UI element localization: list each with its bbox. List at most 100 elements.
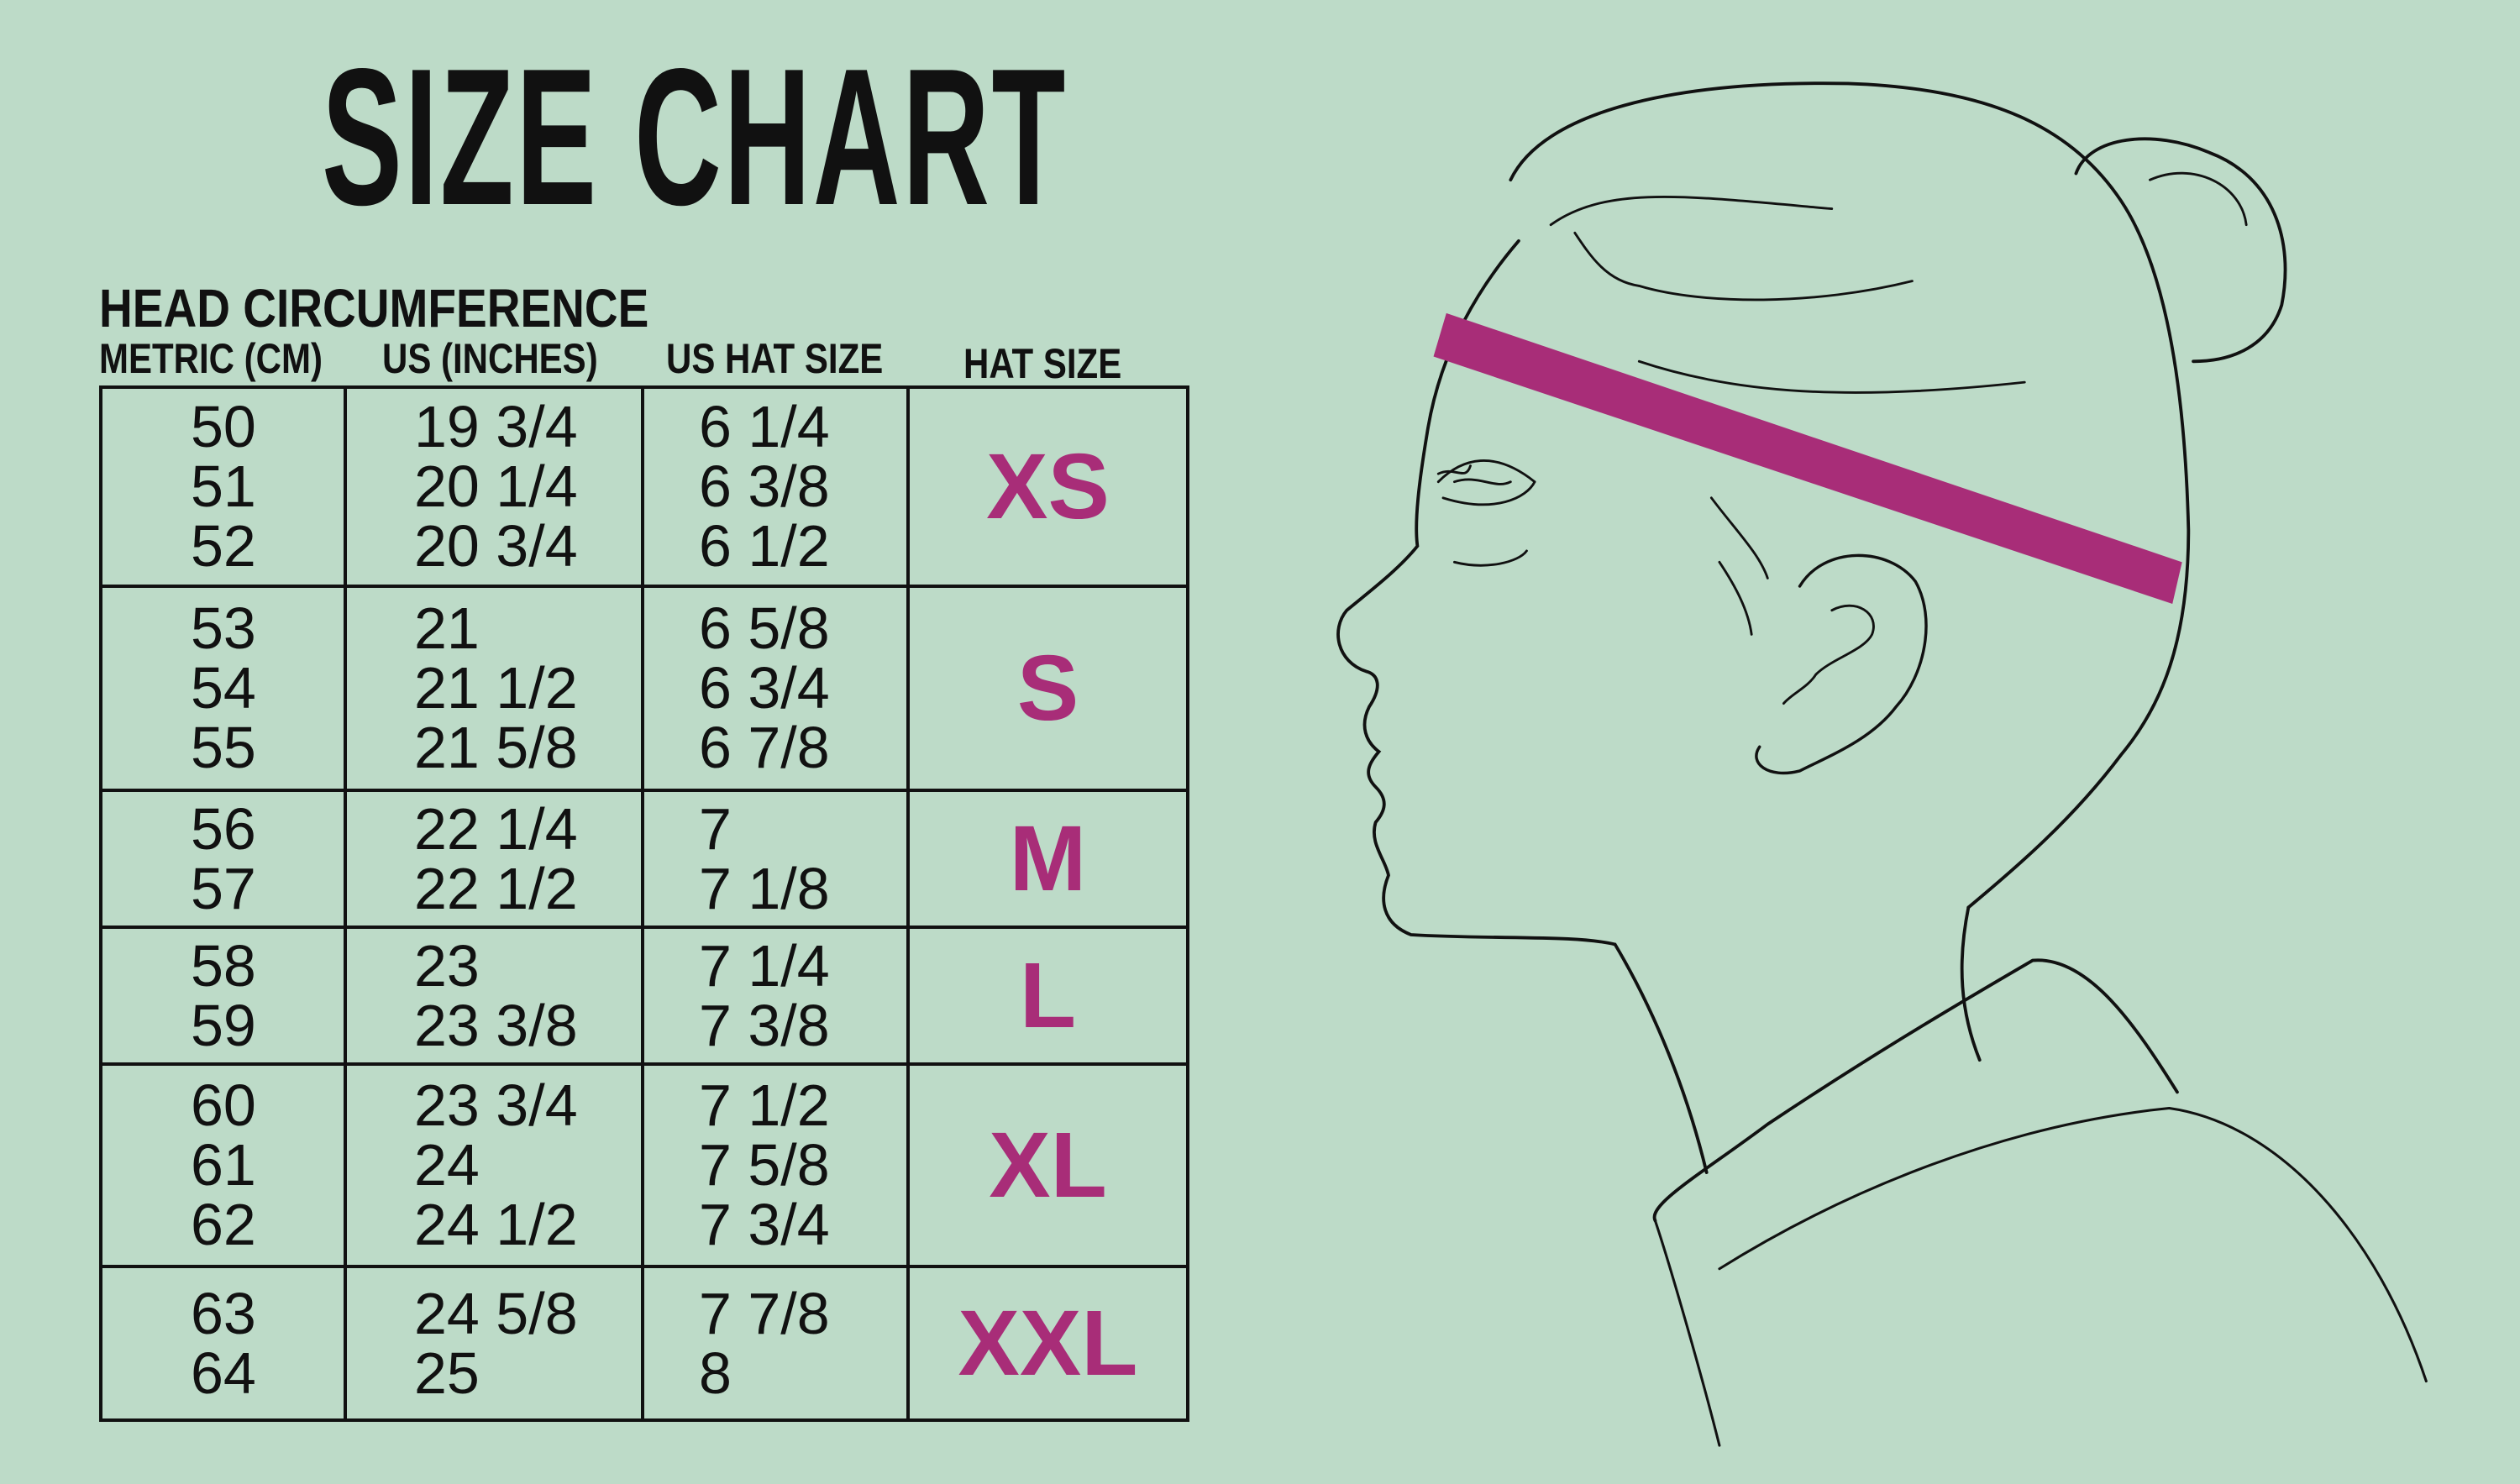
cell-metric: 63 64 [99, 1265, 347, 1422]
cell-value: 55 [191, 715, 256, 780]
collar [1652, 958, 2179, 1223]
hat-size-label: XXL [906, 1265, 1189, 1422]
column-header-us-hat-size: US HAT SIZE [666, 335, 884, 382]
cell-value: 6 3/4 [699, 655, 830, 721]
table-row: 50 51 52 19 3/4 20 1/4 20 3/4 6 1/4 6 3/8 6 1/2 X… [99, 385, 1189, 588]
hat-size-label: XL [906, 1062, 1189, 1268]
subtitle: HEAD CIRCUMFERENCE [99, 278, 649, 338]
cell-value: 7 3/4 [699, 1192, 830, 1257]
cell-value: 53 [191, 595, 256, 661]
cell-value: 51 [191, 454, 256, 519]
hair-sideburn [1709, 496, 1769, 636]
cell-value: 19 3/4 [414, 394, 578, 459]
table-row: 58 59 23 23 3/8 7 1/4 7 3/8 L [99, 926, 1189, 1066]
cell-value: 7 1/2 [699, 1072, 830, 1138]
cell-value: 23 [414, 932, 480, 999]
hair-strand [1637, 359, 2026, 394]
cell-value: 7 5/8 [699, 1132, 830, 1198]
eye-line [1452, 549, 1528, 567]
cell-value: 22 1/4 [414, 795, 578, 862]
cell-value: 25 [414, 1340, 480, 1406]
eyebrow [1436, 459, 1536, 484]
table-row: 60 61 62 23 3/4 24 24 1/2 7 1/2 7 5/8 7 3/4 XL [99, 1062, 1189, 1268]
neck-back [1960, 905, 1982, 1062]
cell-value: 7 3/8 [699, 992, 830, 1058]
cell-value: 60 [191, 1072, 256, 1138]
cell-value: 7 1/8 [699, 855, 830, 921]
shoulder [1653, 1106, 2428, 1447]
cell-metric: 60 61 62 [99, 1062, 347, 1268]
cell-value: 24 1/2 [414, 1192, 578, 1257]
hat-size-label: L [906, 926, 1189, 1066]
cell-value: 52 [191, 513, 256, 579]
hat-size-label: M [906, 789, 1189, 929]
hair-bun-inner [2149, 171, 2248, 227]
ear-inner [1782, 604, 1875, 705]
column-header-hat-size: HAT SIZE [963, 340, 1122, 387]
cell-value: 20 1/4 [414, 454, 578, 519]
cell-metric: 53 54 55 [99, 585, 347, 792]
cell-us-hat: 7 7/8 8 [641, 1265, 910, 1422]
hair-strand [1549, 196, 1834, 227]
cell-value: 7 1/4 [699, 932, 830, 999]
cell-value: 6 5/8 [699, 595, 830, 661]
ear [1755, 553, 1928, 775]
cell-us-hat: 6 5/8 6 3/4 6 7/8 [641, 585, 910, 792]
cell-value: 58 [191, 932, 256, 999]
cell-value: 21 1/2 [414, 655, 578, 721]
hair-bun [2074, 137, 2287, 364]
cell-value: 23 3/4 [414, 1072, 578, 1138]
cell-metric: 58 59 [99, 926, 347, 1066]
cell-value: 6 1/2 [699, 513, 830, 579]
table-row: 63 64 24 5/8 25 7 7/8 8 XXL [99, 1265, 1189, 1422]
table-row: 53 54 55 21 21 1/2 21 5/8 6 5/8 6 3/4 6 7/8 S [99, 585, 1189, 792]
cell-inches: 24 5/8 25 [344, 1265, 644, 1422]
cell-inches: 23 3/4 24 24 1/2 [344, 1062, 644, 1268]
head-outline [1509, 81, 2191, 910]
hair-strand [1573, 231, 1914, 302]
cell-metric: 50 51 52 [99, 385, 347, 588]
cell-value: 6 1/4 [699, 394, 830, 459]
cell-value: 24 [414, 1132, 480, 1198]
cell-metric: 56 57 [99, 789, 347, 929]
cell-inches: 23 23 3/8 [344, 926, 644, 1066]
cell-value: 7 7/8 [699, 1280, 830, 1346]
hat-size-label: XS [906, 385, 1189, 588]
cell-inches: 21 21 1/2 21 5/8 [344, 585, 644, 792]
cell-value: 22 1/2 [414, 855, 578, 921]
face-profile [1336, 239, 1709, 1174]
cell-value: 20 3/4 [414, 513, 578, 579]
cell-value: 8 [699, 1340, 732, 1406]
cell-value: 59 [191, 992, 256, 1058]
page-title: SIZE CHART [322, 29, 1068, 246]
cell-value: 56 [191, 795, 256, 862]
cell-value: 54 [191, 655, 256, 721]
size-table: 50 51 52 19 3/4 20 1/4 20 3/4 6 1/4 6 3/8 6 1/2 X… [99, 385, 1189, 1422]
cell-value: 63 [191, 1280, 256, 1346]
cell-us-hat: 7 1/2 7 5/8 7 3/4 [641, 1062, 910, 1268]
cell-inches: 19 3/4 20 1/4 20 3/4 [344, 385, 644, 588]
cell-value: 21 [414, 595, 480, 661]
column-header-metric: METRIC (CM) [99, 335, 323, 382]
hat-size-label: S [906, 585, 1189, 792]
cell-value: 50 [191, 394, 256, 459]
cell-us-hat: 7 1/4 7 3/8 [641, 926, 910, 1066]
cell-value: 64 [191, 1340, 256, 1406]
cell-value: 23 3/8 [414, 992, 578, 1058]
cell-value: 62 [191, 1192, 256, 1257]
cell-value: 24 5/8 [414, 1280, 578, 1346]
eyelashes [1436, 464, 1536, 506]
column-header-inches: US (INCHES) [382, 335, 598, 382]
cell-inches: 22 1/4 22 1/2 [344, 789, 644, 929]
cell-value: 57 [191, 855, 256, 921]
cell-value: 21 5/8 [414, 715, 578, 780]
cell-value: 6 7/8 [699, 715, 830, 780]
measuring-band [1433, 312, 2182, 605]
cell-value: 61 [191, 1132, 256, 1198]
table-row: 56 57 22 1/4 22 1/2 7 7 1/8 M [99, 789, 1189, 929]
cell-value: 6 3/8 [699, 454, 830, 519]
cell-value: 7 [699, 795, 732, 862]
cell-us-hat: 6 1/4 6 3/8 6 1/2 [641, 385, 910, 588]
